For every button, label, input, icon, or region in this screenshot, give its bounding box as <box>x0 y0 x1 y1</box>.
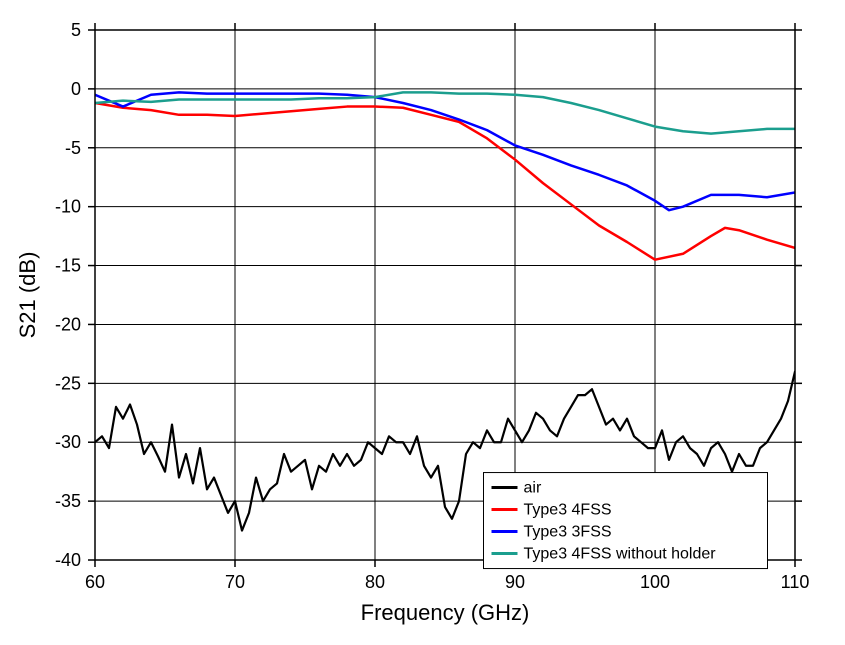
x-tick-label: 110 <box>781 572 810 592</box>
legend-label: Type3 4FSS <box>524 502 612 519</box>
y-tick-label: -25 <box>55 373 81 393</box>
x-axis-label: Frequency (GHz) <box>361 600 530 625</box>
y-tick-label: 0 <box>71 79 81 99</box>
legend-label: Type3 4FSS without holder <box>524 546 717 563</box>
y-tick-label: -30 <box>55 432 81 452</box>
legend: air Type3 4FSS Type3 3FSS Type3 4FSS withou… <box>484 473 768 569</box>
y-tick-label: -20 <box>55 314 81 334</box>
y-tick-label: -5 <box>65 138 81 158</box>
y-tick-label: -40 <box>55 550 81 570</box>
x-tick-label: 90 <box>505 572 525 592</box>
y-tick-label: 5 <box>71 20 81 40</box>
x-tick-label: 70 <box>225 572 245 592</box>
y-axis-label: S21 (dB) <box>15 252 40 339</box>
y-tick-label: -35 <box>55 491 81 511</box>
y-tick-label: -15 <box>55 256 81 276</box>
chart-wrapper: 60 70 80 90 100 110 -40 -35 -30 -25 -20 -15 -10 -5 0 5 F… <box>0 0 845 645</box>
legend-label: Type3 3FSS <box>524 524 612 541</box>
y-tick-label: -10 <box>55 197 81 217</box>
s21-line-chart: 60 70 80 90 100 110 -40 -35 -30 -25 -20 -15 -10 -5 0 5 F… <box>0 0 845 645</box>
legend-label: air <box>524 480 542 497</box>
x-tick-label: 60 <box>85 572 105 592</box>
x-tick-label: 100 <box>640 572 670 592</box>
x-tick-label: 80 <box>365 572 385 592</box>
